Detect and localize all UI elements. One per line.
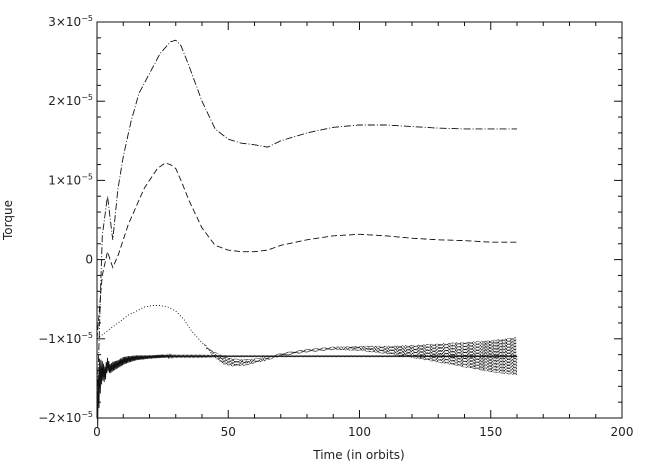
- x-tick-label: 50: [221, 425, 236, 439]
- series-dash-dot: [96, 39, 517, 411]
- y-tick-label: −1×10−5: [38, 331, 93, 346]
- series-line: [96, 353, 518, 428]
- series-line: [96, 305, 518, 376]
- axis-ticks: [96, 21, 623, 419]
- y-tick-label: 2×10−5: [48, 93, 93, 108]
- x-tick-label: 150: [479, 425, 502, 439]
- series-line: [96, 39, 517, 411]
- y-tick-labels: −2×10−5 −1×10−5 0 1×10−5 2×10−5 3×10−5: [38, 14, 93, 425]
- series-dashed: [96, 162, 517, 339]
- x-tick-label: 200: [611, 425, 634, 439]
- series-layer: [96, 39, 518, 428]
- x-tick-label: 0: [93, 425, 101, 439]
- series-dotted: [96, 305, 518, 376]
- x-tick-labels: 0 50 100 150 200: [93, 425, 633, 439]
- series-solid: [96, 353, 518, 428]
- y-tick-label: −2×10−5: [38, 410, 93, 425]
- y-tick-label: 3×10−5: [48, 14, 93, 29]
- x-axis-label: Time (in orbits): [312, 448, 404, 462]
- series-line: [96, 162, 517, 339]
- y-axis-label: Torque: [1, 200, 15, 241]
- y-tick-label: 1×10−5: [48, 172, 93, 187]
- y-tick-label: 0: [85, 253, 93, 267]
- plot-frame: [96, 21, 623, 419]
- x-tick-label: 100: [348, 425, 371, 439]
